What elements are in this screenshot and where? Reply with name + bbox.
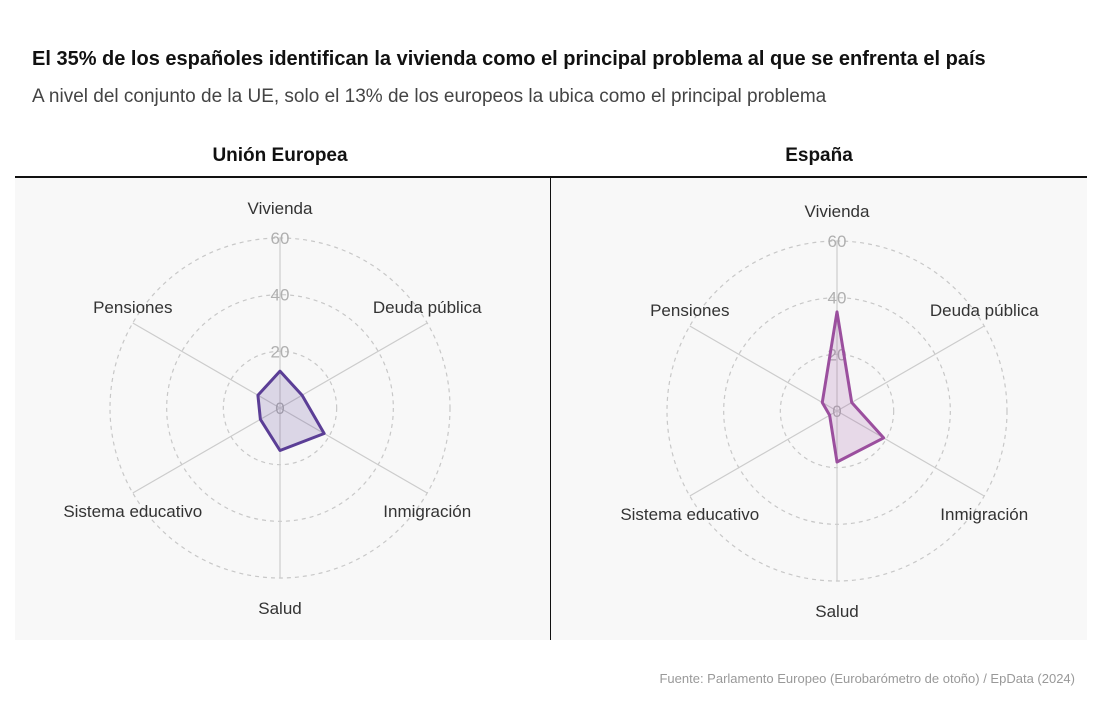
- category-label-salud: Salud: [815, 602, 858, 621]
- axis-inmigracion: [836, 410, 985, 497]
- radar-chart-ue: 0 20 40 60 Vivienda Deuda pública Inmigración S…: [63, 199, 482, 618]
- radar-panel-ue: 0 20 40 60 Vivienda Deuda pública Inmigración S…: [15, 178, 550, 640]
- panel-title-espana: España: [785, 145, 853, 166]
- radial-tick-label: 20: [271, 342, 290, 361]
- radial-tick-label: 0: [275, 399, 284, 418]
- radial-tick-label: 60: [828, 232, 847, 251]
- axis-deuda-publica: [279, 322, 428, 409]
- axis-sistema-educativo: [132, 407, 281, 494]
- data-series-area: [820, 310, 886, 464]
- category-label-sistema-educativo: Sistema educativo: [620, 505, 759, 524]
- panel-top-rule: [15, 176, 1087, 178]
- category-label-vivienda: Vivienda: [248, 199, 313, 218]
- category-label-inmigracion: Inmigración: [383, 502, 471, 521]
- radial-tick-label: 0: [832, 402, 841, 421]
- radar-panel-espana: 0204060ViviendaDeuda públicaInmigraciónS…: [551, 178, 1087, 640]
- radial-tick-label: 60: [271, 229, 290, 248]
- axis-sistema-educativo: [689, 410, 838, 497]
- panel-divider: [550, 176, 551, 640]
- source-note: Fuente: Parlamento Europeo (Eurobarómetr…: [659, 671, 1075, 686]
- chart-subtitle: A nivel del conjunto de la UE, solo el 1…: [32, 86, 827, 107]
- category-label-pensiones: Pensiones: [650, 301, 729, 320]
- category-label-salud: Salud: [258, 599, 301, 618]
- axis-pensiones: [689, 325, 838, 412]
- category-label-inmigracion: Inmigración: [940, 505, 1028, 524]
- axis-inmigracion: [279, 407, 428, 494]
- radial-tick-label: 40: [271, 286, 290, 305]
- axis-pensiones: [132, 322, 281, 409]
- category-label-deuda-publica: Deuda pública: [930, 301, 1039, 320]
- data-series-area: [256, 369, 326, 452]
- chart-title: El 35% de los españoles identifican la v…: [32, 48, 986, 70]
- category-label-sistema-educativo: Sistema educativo: [63, 502, 202, 521]
- radial-tick-label: 40: [828, 289, 847, 308]
- panel-title-ue: Unión Europea: [212, 145, 348, 166]
- axis-deuda-publica: [836, 325, 985, 412]
- category-label-pensiones: Pensiones: [93, 298, 172, 317]
- category-label-vivienda: Vivienda: [805, 202, 870, 221]
- radar-chart-espana: 0204060ViviendaDeuda públicaInmigraciónS…: [620, 202, 1039, 621]
- category-label-deuda-publica: Deuda pública: [373, 298, 482, 317]
